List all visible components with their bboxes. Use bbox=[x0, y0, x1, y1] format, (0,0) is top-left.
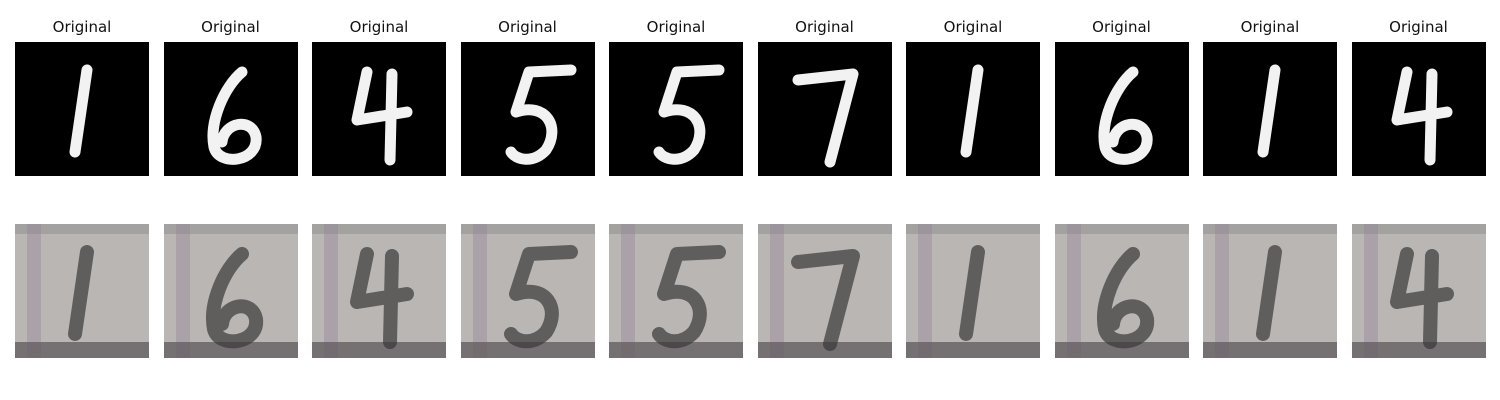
original-image-7: Original bbox=[906, 18, 1040, 176]
original-digit-graphic-8 bbox=[1098, 66, 1153, 165]
original-digit-stroke-1 bbox=[69, 64, 93, 158]
original-title-2: Original bbox=[201, 18, 260, 36]
original-title-10: Original bbox=[1389, 18, 1448, 36]
transformed-digit-graphic-4 bbox=[460, 224, 595, 358]
transformed-digit-stroke-10 bbox=[1389, 247, 1454, 349]
original-digit-stroke-4 bbox=[505, 64, 576, 165]
original-digit-graphic-1 bbox=[69, 64, 93, 158]
transformed-image-6: Transformed bbox=[757, 224, 892, 358]
transformed-digit-stroke-9 bbox=[1256, 245, 1282, 341]
original-digit-stroke-2 bbox=[207, 66, 262, 165]
original-digit-stroke-6 bbox=[792, 68, 858, 168]
original-image-9: Original bbox=[1203, 18, 1337, 176]
original-title-4: Original bbox=[498, 18, 557, 36]
original-digit-stroke-9 bbox=[1257, 64, 1281, 158]
original-image-4: Original bbox=[460, 18, 595, 176]
original-digit-graphic-6 bbox=[792, 68, 858, 168]
original-title-8: Original bbox=[1092, 18, 1151, 36]
transformed-digit-graphic-6 bbox=[757, 224, 892, 358]
original-digit-stroke-7 bbox=[960, 64, 984, 158]
transformed-digit-stroke-3 bbox=[350, 247, 414, 349]
original-title-1: Original bbox=[52, 18, 112, 36]
transformed-image-8: Transformed bbox=[1054, 224, 1189, 358]
transformed-image-5: Transformed bbox=[609, 224, 743, 358]
original-title-5: Original bbox=[646, 18, 706, 36]
original-image-3: Original bbox=[312, 18, 446, 176]
transformed-digit-stroke-5 bbox=[652, 245, 726, 349]
transformed-digit-graphic-7 bbox=[906, 224, 1040, 358]
original-title-6: Original bbox=[795, 18, 854, 36]
transformed-image-3: Transformed bbox=[312, 224, 446, 358]
transformed-digit-graphic-10 bbox=[1351, 224, 1486, 358]
transformed-digit-stroke-8 bbox=[1096, 247, 1154, 349]
original-digit-stroke-10 bbox=[1391, 66, 1452, 166]
original-title-9: Original bbox=[1240, 18, 1300, 36]
original-image-1: Original bbox=[15, 18, 149, 176]
original-digit-stroke-8 bbox=[1098, 66, 1153, 165]
transformed-digit-stroke-4 bbox=[503, 245, 578, 349]
original-image-10: Original bbox=[1351, 18, 1486, 176]
original-digit-graphic-10 bbox=[1391, 66, 1452, 166]
original-digit-stroke-5 bbox=[653, 64, 725, 165]
transformed-image-2: Transformed bbox=[163, 224, 298, 358]
original-digit-stroke-3 bbox=[351, 66, 413, 166]
original-image-2: Original bbox=[163, 18, 298, 176]
original-digit-graphic-7 bbox=[960, 64, 984, 158]
original-digit-graphic-3 bbox=[351, 66, 413, 166]
transformed-digit-stroke-2 bbox=[205, 247, 263, 349]
transformed-image-10: Transformed bbox=[1351, 224, 1486, 358]
original-digit-graphic-4 bbox=[505, 64, 576, 165]
transformed-image-7: Transformed bbox=[906, 224, 1040, 358]
transformed-digit-graphic-5 bbox=[609, 224, 743, 358]
original-image-8: Original bbox=[1054, 18, 1189, 176]
transformed-image-1: Transformed bbox=[15, 224, 149, 358]
original-digit-graphic-2 bbox=[207, 66, 262, 165]
transformed-digit-stroke-6 bbox=[790, 249, 860, 351]
transformed-digit-stroke-7 bbox=[959, 245, 985, 341]
transformed-digit-graphic-1 bbox=[15, 224, 149, 358]
transformed-image-4: Transformed bbox=[460, 224, 595, 358]
transformed-digit-graphic-2 bbox=[163, 224, 298, 358]
transformed-digit-graphic-8 bbox=[1054, 224, 1189, 358]
original-title-3: Original bbox=[349, 18, 409, 36]
transformed-image-9: Transformed bbox=[1203, 224, 1337, 358]
transformed-digit-graphic-3 bbox=[312, 224, 446, 358]
original-digit-graphic-5 bbox=[653, 64, 725, 165]
original-digit-graphic-9 bbox=[1257, 64, 1281, 158]
original-image-5: Original bbox=[609, 18, 743, 176]
original-title-7: Original bbox=[943, 18, 1003, 36]
original-image-6: Original bbox=[757, 18, 892, 176]
transformed-digit-stroke-1 bbox=[68, 245, 94, 341]
transformed-digit-graphic-9 bbox=[1203, 224, 1337, 358]
